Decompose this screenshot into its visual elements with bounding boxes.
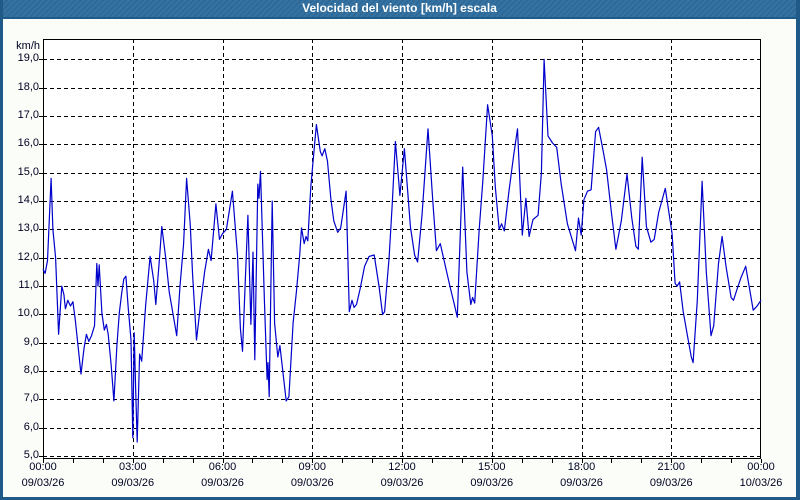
- chart-title: Velocidad del viento [km/h] escala: [302, 1, 497, 15]
- y-axis-tick-label: 17,0: [17, 109, 39, 122]
- wind-speed-line: [42, 58, 762, 443]
- y-axis-tick-label: 7,0: [23, 392, 39, 405]
- x-axis-time-label: 06:00: [208, 461, 237, 473]
- y-axis-tick-label: 16,0: [17, 137, 39, 150]
- x-axis-time-label: 21:00: [657, 461, 686, 473]
- y-axis-tick-label: 15,0: [17, 165, 39, 178]
- x-axis-time-label: 00:00: [29, 461, 57, 473]
- y-axis-tick-label: 13,0: [17, 222, 39, 235]
- y-axis-tick-label: 11,0: [18, 279, 39, 292]
- x-axis-time-label: 15:00: [477, 461, 506, 473]
- x-axis-time-label: 00:00: [747, 461, 775, 473]
- y-axis-unit-label: km/h: [16, 40, 40, 52]
- x-axis-time-label: 18:00: [567, 461, 596, 473]
- title-bar: Velocidad del viento [km/h] escala: [3, 0, 796, 19]
- x-axis-time-label: 12:00: [388, 461, 416, 473]
- x-axis-time-label: 09:00: [298, 461, 327, 473]
- y-axis-tick-label: 12,0: [17, 250, 39, 263]
- x-axis-date-label: 09/03/26: [470, 477, 514, 489]
- x-axis-date-label: 09/03/26: [201, 477, 244, 489]
- x-axis-time-label: 03:00: [118, 461, 147, 473]
- x-axis-date-label: 09/03/26: [21, 477, 65, 489]
- y-axis-tick-label: 8,0: [23, 364, 39, 377]
- x-axis-date-label: 10/03/26: [739, 477, 783, 489]
- x-axis-date-label: 09/03/26: [560, 477, 603, 489]
- x-axis-date-label: 09/03/26: [649, 477, 693, 489]
- y-axis-tick-label: 5,0: [23, 449, 39, 462]
- x-axis-date-label: 09/03/26: [380, 477, 424, 489]
- plot-frame: [43, 39, 761, 459]
- y-axis-tick-label: 14,0: [17, 194, 39, 207]
- y-axis-tick-label: 10,0: [17, 307, 39, 320]
- plot-area: [39, 39, 762, 463]
- y-axis-tick-label: 6,0: [23, 420, 39, 433]
- y-axis-tick-label: 18,0: [17, 80, 39, 93]
- y-axis-tick-label: 9,0: [23, 335, 39, 348]
- x-axis-date-label: 09/03/26: [111, 477, 155, 489]
- x-axis-date-label: 09/03/26: [290, 477, 334, 489]
- y-axis-tick-label: 19,0: [17, 52, 39, 65]
